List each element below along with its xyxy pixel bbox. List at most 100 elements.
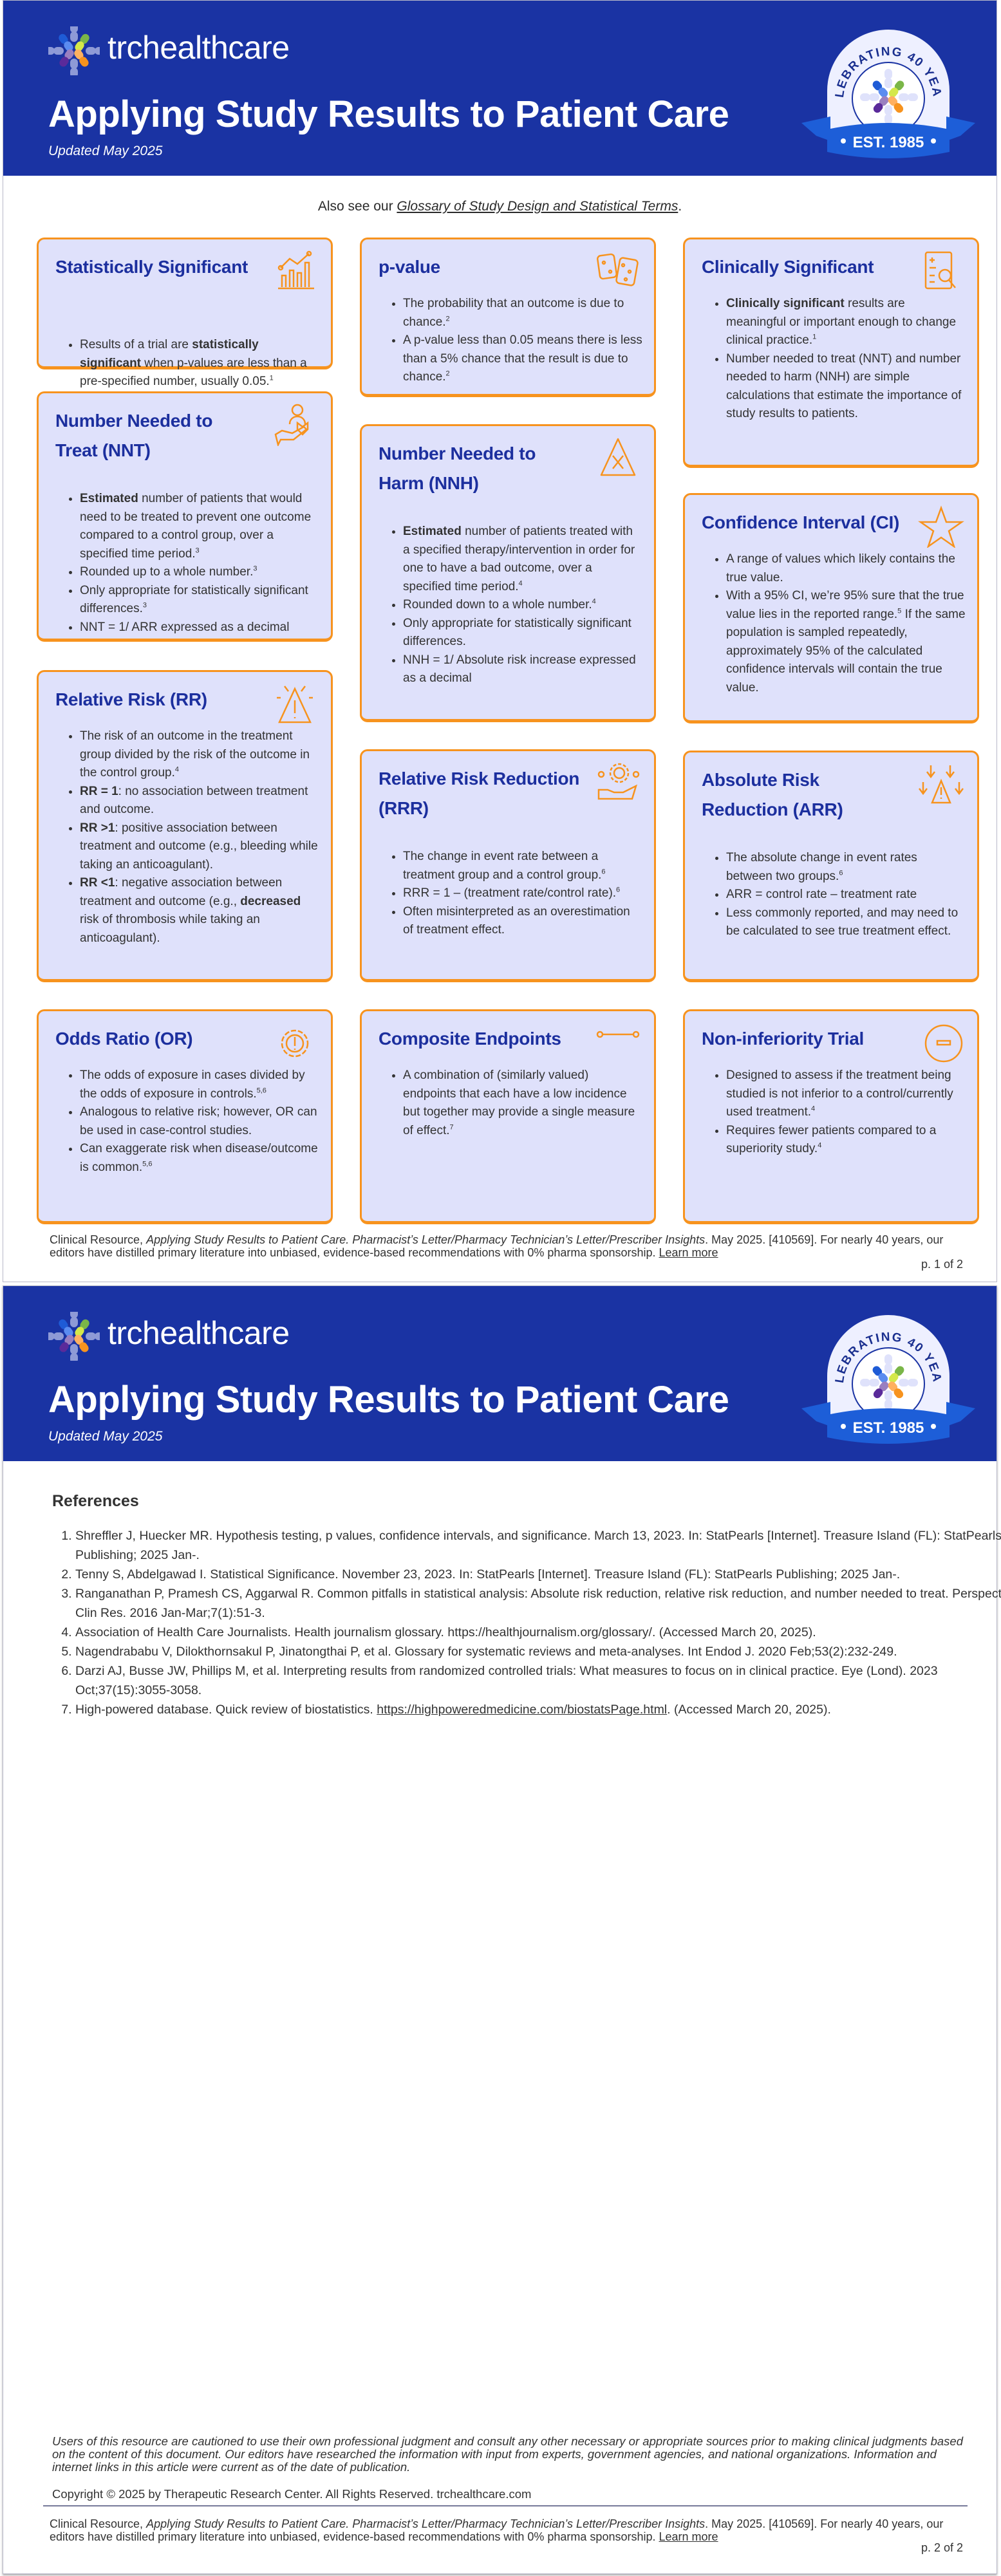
card-statistically-significant: Statistically Significant Results of a tr… (37, 238, 333, 388)
also-see-prefix: Also see our (317, 199, 397, 214)
bullet-item: Requires fewer patients compared to a su… (726, 1122, 966, 1159)
trc-logo-icon (48, 26, 100, 75)
card-title: Odds Ratio (OR) (55, 1029, 193, 1049)
svg-text:EST. 1985: EST. 1985 (853, 134, 924, 151)
bullet-text: NNT = 1/ ARR expressed as a decimal (80, 620, 290, 634)
card-bullets: Estimated number of patients treated wit… (362, 523, 642, 688)
warning-x-icon (600, 438, 636, 476)
bar-chart-trend-icon (277, 250, 314, 290)
card-non-inferiority: Non-inferiority Trial Designed to assess … (683, 1009, 979, 1224)
footer-prefix: Clinical Resource, (50, 1233, 147, 1246)
citation-superscript: 2 (445, 315, 450, 323)
citation-superscript: 6 (616, 886, 621, 894)
citation-superscript: 4 (811, 1105, 816, 1113)
trc-logo-icon (48, 1312, 100, 1361)
reference-item: High-powered database. Quick review of b… (75, 1700, 1001, 1719)
divider (43, 2505, 968, 2506)
bullet-text: If the same population is sampled repeat… (726, 607, 966, 695)
connector-icon (596, 1031, 640, 1038)
card-title: Statistically Significant (55, 257, 248, 277)
bold-term: decreased (240, 894, 301, 908)
footer-rest: . May 2025. [410569]. For nearly 40 year… (50, 2517, 944, 2543)
hand-gear-icon (597, 763, 640, 800)
card-bullets: The absolute change in event rates betwe… (685, 849, 966, 941)
bullet-item: Number needed to treat (NNT) and number … (726, 350, 966, 424)
citation-superscript: 5 (897, 607, 902, 615)
dice-icon (597, 253, 639, 286)
bullet-item: RR <1: negative association between trea… (80, 874, 319, 947)
bullet-text: The odds of exposure in cases divided by… (80, 1069, 305, 1101)
bullet-text: The probability that an outcome is due t… (403, 297, 624, 329)
bullet-item: ARR = control rate – treatment rate (726, 886, 966, 904)
reference-text: Shreffler J, Huecker MR. Hypothesis test… (75, 1529, 1001, 1562)
bullet-text: Only appropriate for statistically signi… (403, 616, 631, 649)
bullet-item: Results of a trial are statistically sig… (80, 336, 319, 391)
bullet-text: Less commonly reported, and may need to … (726, 906, 959, 938)
citation-superscript: 2 (445, 369, 450, 378)
reference-text: . (Accessed March 20, 2025). (667, 1703, 831, 1717)
minus-circle-icon (924, 1024, 963, 1063)
bullet-text: Analogous to relative risk; however, OR … (80, 1105, 317, 1137)
bullet-item: NNT = 1/ ARR expressed as a decimal (80, 619, 319, 637)
bullet-text: Rounded up to a whole number. (80, 565, 254, 579)
bullet-item: NNH = 1/ Absolute risk increase expresse… (403, 651, 642, 688)
card-rrr: Relative Risk Reduction (RRR) The change … (360, 749, 656, 982)
bullet-text: NNH = 1/ Absolute risk increase expresse… (403, 653, 636, 686)
card-title: Number Needed to Harm (NNH) (379, 443, 536, 493)
gear-alert-icon (281, 1029, 309, 1058)
bullet-item: Analogous to relative risk; however, OR … (80, 1103, 319, 1140)
page-title: Applying Study Results to Patient Care (48, 93, 729, 135)
bullet-text: : no association between treatment and o… (80, 784, 308, 817)
bullet-item: The odds of exposure in cases divided by… (80, 1067, 319, 1103)
citation-superscript: 3 (142, 601, 147, 610)
bold-term: Clinically significant (726, 297, 845, 310)
citation-superscript: 3 (195, 546, 200, 555)
card-title: Relative Risk (RR) (55, 689, 207, 709)
bullet-text: The change in event rate between a treat… (403, 850, 602, 882)
bullet-item: RR = 1: no association between treatment… (80, 783, 319, 819)
reference-item: Ranganathan P, Pramesh CS, Aggarwal R. C… (75, 1584, 1001, 1623)
bullet-item: Often misinterpreted as an overestimatio… (403, 903, 642, 940)
bullet-text: number of patients that would need to be… (80, 492, 312, 561)
bullet-text: A range of values which likely contains … (726, 552, 955, 584)
card-title: p-value (379, 257, 440, 277)
glossary-link[interactable]: Glossary of Study Design and Statistical… (397, 199, 678, 214)
learn-more-link[interactable]: Learn more (659, 1246, 718, 1259)
card-nnh: Number Needed to Harm (NNH) Estimated num… (360, 424, 656, 722)
reference-text: High-powered database. Quick review of b… (75, 1703, 377, 1717)
footer-italic: Applying Study Results to Patient Care. … (146, 2517, 706, 2530)
bullet-text: The risk of an outcome in the treatment … (80, 729, 310, 779)
bold-term: RR = 1 (80, 784, 118, 798)
references-list: Shreffler J, Huecker MR. Hypothesis test… (52, 1526, 1001, 1719)
bullet-item: Can exaggerate risk when disease/outcome… (80, 1140, 319, 1177)
citation-superscript: 4 (174, 765, 179, 774)
reference-link[interactable]: https://highpoweredmedicine.com/biostats… (377, 1703, 668, 1717)
card-title: Number Needed to Treat (NNT) (55, 411, 213, 460)
header-banner: trchealthcare Applying Study Results to … (3, 1286, 996, 1461)
bullet-text: A combination of (similarly valued) endp… (403, 1069, 635, 1137)
bullet-text: With a 95% CI, we’re 95% sure that the t… (726, 589, 964, 621)
card-clinically-significant: Clinically Significant Clinically signifi… (683, 238, 979, 468)
card-bullets: The risk of an outcome in the treatment … (39, 727, 319, 947)
celebrating-40-years-badge: CELEBRATING 40 YEARS EST. 1985 (798, 26, 975, 158)
bullet-text: risk of thrombosis while taking an antic… (80, 913, 260, 945)
citation-superscript: 7 (449, 1123, 454, 1132)
header-banner: trchealthcare Applying Study Results to … (3, 1, 996, 176)
citation-superscript: 6 (601, 868, 606, 876)
bullet-item: RRR = 1 – (treatment rate/control rate).… (403, 884, 642, 903)
bullet-text: results are meaningful or important enou… (726, 297, 957, 347)
bold-term: statistically significant (80, 338, 259, 370)
bullet-item: Rounded down to a whole number.4 (403, 596, 642, 615)
bullet-text: : negative association between treatment… (80, 876, 283, 908)
updated-date: Updated May 2025 (48, 144, 163, 158)
card-bullets: Results of a trial are statistically sig… (39, 336, 319, 391)
card-relative-risk: Relative Risk (RR) The risk of an outcome… (37, 670, 333, 982)
bullet-item: RR >1: positive association between trea… (80, 819, 319, 875)
citation-footer: Clinical Resource, Applying Study Result… (50, 1233, 964, 1259)
learn-more-link[interactable]: Learn more (659, 2530, 718, 2543)
card-confidence-interval: Confidence Interval (CI) A range of value… (683, 493, 979, 723)
citation-superscript: 5,6 (256, 1087, 267, 1095)
citation-superscript: 4 (518, 579, 523, 588)
brand-name: trchealthcare (108, 30, 290, 66)
bullet-text: : positive association between treatment… (80, 821, 318, 872)
